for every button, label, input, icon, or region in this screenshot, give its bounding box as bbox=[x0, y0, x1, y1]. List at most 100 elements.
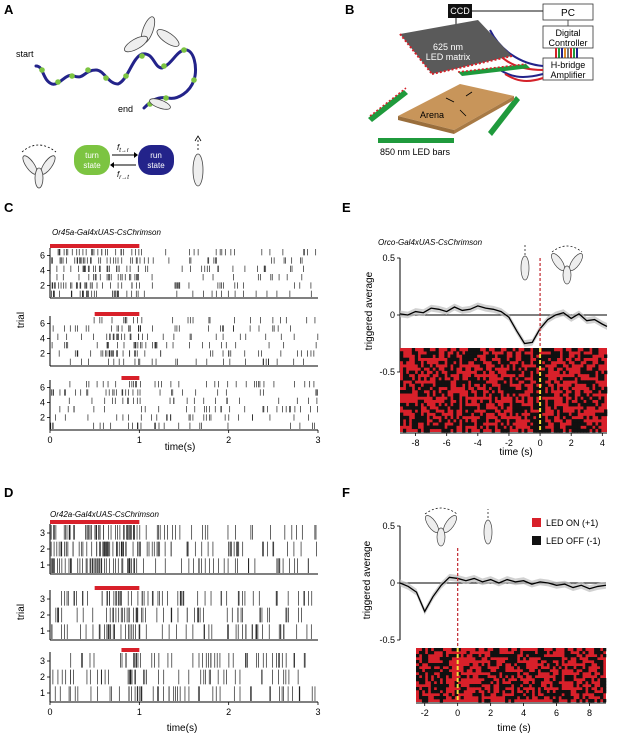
heatmap-cell-off bbox=[503, 402, 507, 407]
heatmap-cell-off bbox=[473, 354, 478, 358]
heatmap-cell-off bbox=[571, 348, 575, 352]
heatmap-cell-off bbox=[556, 364, 560, 368]
heatmap-cell-off bbox=[416, 687, 420, 691]
heatmap-cell-off bbox=[484, 693, 488, 697]
heatmap-cell-off bbox=[591, 684, 595, 688]
heatmap-cell-off bbox=[411, 402, 416, 407]
heatmap-cell-off bbox=[497, 396, 501, 400]
heatmap-cell-off bbox=[553, 383, 558, 388]
heatmap-cell-off bbox=[447, 399, 451, 404]
heatmap-cell-off bbox=[420, 386, 424, 391]
heatmap-cell-off bbox=[533, 422, 537, 426]
heatmap-cell-off bbox=[538, 428, 543, 433]
y-tick-label: 6 bbox=[40, 251, 45, 261]
heatmap-cell-off bbox=[544, 383, 549, 388]
x-tick-label: 3 bbox=[315, 435, 320, 445]
heatmap-cell-off bbox=[435, 425, 439, 430]
heatmap-cell-off bbox=[438, 380, 442, 384]
panel-letter-b: B bbox=[345, 2, 354, 17]
heatmap-cell-off bbox=[589, 402, 593, 407]
heatmap-cell-off bbox=[470, 377, 475, 381]
x-tick-label: 3 bbox=[315, 707, 320, 717]
heatmap-cell-off bbox=[540, 651, 544, 655]
heatmap-cell-off bbox=[576, 657, 580, 661]
heatmap-cell-off bbox=[468, 357, 472, 362]
heatmap-cell-off bbox=[493, 660, 497, 664]
heatmap-cell-off bbox=[468, 419, 472, 423]
heatmap-cell-off bbox=[515, 373, 519, 378]
x-tick-label: 4 bbox=[521, 708, 526, 718]
heatmap-cell-off bbox=[571, 393, 575, 397]
heatmap-cell-off bbox=[484, 669, 488, 673]
heatmap-cell-off bbox=[598, 412, 602, 417]
heatmap-cell-off bbox=[494, 360, 498, 365]
heatmap-cell-off bbox=[400, 390, 404, 394]
heatmap-cell-off bbox=[541, 373, 546, 378]
heatmap-cell-off bbox=[524, 380, 528, 384]
heatmap-cell-off bbox=[503, 422, 507, 426]
heatmap-cell-off bbox=[601, 412, 605, 417]
heatmap-cell-off bbox=[565, 351, 569, 355]
heatmap-cell-off bbox=[405, 419, 410, 423]
heatmap-cell-off bbox=[597, 687, 601, 691]
heatmap-cell-off bbox=[444, 354, 448, 358]
heatmap-cell-off bbox=[562, 367, 566, 371]
heatmap-cell-off bbox=[427, 669, 432, 673]
heatmap-cell-off bbox=[462, 354, 466, 358]
heatmap-cell-off bbox=[479, 402, 484, 407]
heatmap-cell-off bbox=[512, 399, 516, 404]
heatmap-cell-off bbox=[479, 360, 484, 365]
heatmap-cell-off bbox=[438, 412, 442, 417]
heatmap-cell-off bbox=[476, 412, 481, 417]
heatmap-cell-off bbox=[533, 396, 537, 400]
heatmap-cell-off bbox=[568, 425, 572, 430]
heatmap-cell-off bbox=[546, 657, 550, 661]
heatmap-cell-off bbox=[491, 425, 495, 430]
heatmap-cell-off bbox=[408, 390, 413, 394]
heatmap-cell-off bbox=[426, 428, 430, 433]
heatmap-cell-off bbox=[603, 681, 607, 685]
heatmap-cell-off bbox=[493, 663, 497, 667]
heatmap-cell-off bbox=[502, 669, 506, 673]
heatmap-cell-off bbox=[468, 428, 472, 433]
heatmap-cell-off bbox=[553, 422, 558, 426]
heatmap-cell-off bbox=[482, 406, 487, 410]
heatmap-cell-off bbox=[456, 357, 460, 362]
heatmap-cell-off bbox=[512, 370, 516, 375]
heatmap-cell-off bbox=[470, 393, 475, 397]
heatmap-cell-off bbox=[574, 425, 578, 430]
heatmap-cell-off bbox=[453, 425, 457, 430]
heatmap-cell-off bbox=[536, 357, 540, 362]
heatmap-cell-off bbox=[460, 675, 464, 679]
heatmap-cell-off bbox=[565, 360, 569, 365]
heatmap-cell-off bbox=[506, 370, 510, 375]
heatmap-cell-off bbox=[488, 354, 492, 358]
heatmap-cell-off bbox=[562, 354, 566, 358]
heatmap-cell-off bbox=[441, 406, 445, 410]
heatmap-cell-off bbox=[585, 696, 589, 700]
heatmap-cell-off bbox=[417, 399, 421, 404]
heatmap-cell-off bbox=[509, 393, 513, 397]
heatmap-cell-off bbox=[579, 693, 583, 697]
heatmap-cell-off bbox=[537, 678, 541, 682]
heatmap-cell-off bbox=[533, 348, 537, 352]
heatmap-cell-off bbox=[414, 373, 419, 378]
heatmap-cell-off bbox=[435, 383, 439, 388]
heatmap-cell-off bbox=[595, 364, 599, 368]
heatmap-cell-off bbox=[570, 666, 574, 670]
heatmap-cell-off bbox=[516, 678, 521, 682]
heatmap-cell-off bbox=[430, 681, 435, 685]
heatmap-cell-off bbox=[586, 402, 590, 407]
heatmap-cell-off bbox=[513, 651, 518, 655]
heatmap-cell-off bbox=[518, 409, 522, 413]
heatmap-cell-off bbox=[533, 393, 537, 397]
heatmap-cell-off bbox=[565, 425, 569, 430]
heatmap-cell-off bbox=[402, 370, 407, 375]
heatmap-cell-off bbox=[405, 386, 410, 391]
heatmap-cell-off bbox=[448, 675, 452, 679]
heatmap-cell-off bbox=[468, 422, 472, 426]
start-label: start bbox=[16, 49, 34, 59]
heatmap-cell-off bbox=[559, 380, 563, 384]
heatmap-cell-off bbox=[556, 422, 560, 426]
